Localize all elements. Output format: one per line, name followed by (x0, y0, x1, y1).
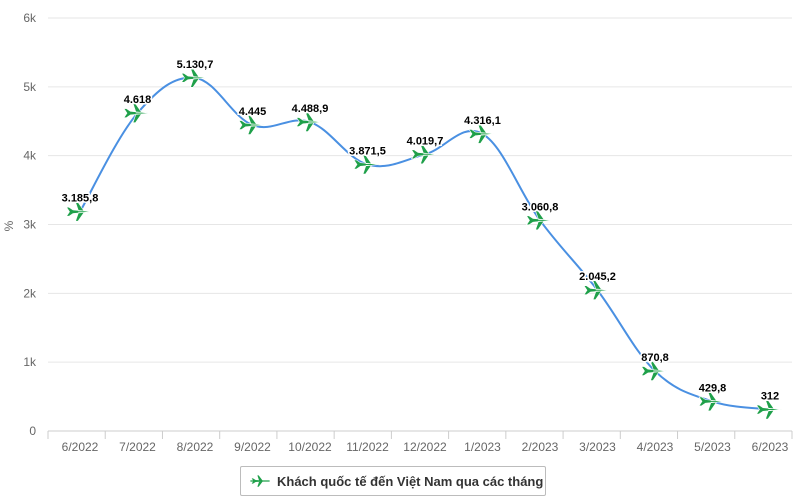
y-tick-label: 3k (23, 218, 37, 232)
x-tick-label: 6/2022 (62, 440, 99, 454)
airplane-marker[interactable] (525, 210, 553, 231)
airplane-icon (353, 154, 380, 175)
legend-label: Khách quốc tế đến Việt Nam qua các tháng (277, 473, 544, 489)
airplane-icon (410, 144, 438, 165)
data-labels-layer: 3.185,8 4.618 5.130,7 4.445 4.488,9 3.871,5 4.… (60, 57, 781, 404)
x-tick-label: 2/2023 (522, 440, 559, 454)
airplane-icon (698, 391, 725, 412)
y-tick-label: 0 (29, 424, 36, 438)
airplane-icon (525, 210, 553, 231)
airplane-icon (65, 201, 93, 222)
airplane-marker[interactable] (65, 201, 93, 222)
x-tick-label: 1/2023 (464, 440, 501, 454)
airplane-marker[interactable] (238, 115, 265, 135)
data-label: 5.130,7 (177, 59, 214, 71)
data-label: 2.045,2 (579, 271, 616, 283)
data-label: 4.488,9 (292, 103, 329, 115)
airplane-icon (583, 280, 610, 301)
airplane-icon (640, 361, 668, 381)
airplane-marker[interactable] (180, 68, 208, 88)
airplane-icon (755, 399, 783, 420)
y-axis-title: % (2, 220, 16, 231)
data-label: 4.316,1 (464, 115, 501, 127)
legend-airplane-icon (250, 475, 270, 487)
x-tick-label: 6/2023 (752, 440, 789, 454)
y-tick-label: 6k (23, 11, 37, 25)
x-tick-label: 4/2023 (637, 440, 674, 454)
grid-lines (48, 17, 792, 432)
y-axis: 0 1k 2k 3k 4k 5k 6k (23, 11, 37, 438)
x-axis: 6/2022 7/2022 8/2022 9/2022 10/2022 11/2022 12… (47, 430, 793, 454)
airplane-marker[interactable] (583, 280, 610, 301)
data-label: 870,8 (641, 352, 669, 364)
airplane-icon (295, 112, 323, 132)
airplane-marker[interactable] (468, 124, 495, 144)
airplane-marker[interactable] (353, 154, 380, 175)
x-tick-label: 7/2022 (119, 440, 156, 454)
data-label: 312 (761, 391, 779, 403)
data-label: 3.185,8 (62, 193, 99, 205)
y-tick-label: 5k (23, 80, 37, 94)
x-tick-label: 8/2022 (177, 440, 214, 454)
x-tick-label: 5/2023 (694, 440, 731, 454)
x-tick-label: 9/2022 (234, 440, 271, 454)
airplane-icon (123, 103, 150, 123)
airplane-marker[interactable] (295, 112, 323, 132)
airplane-icon (468, 124, 495, 144)
y-tick-label: 4k (23, 149, 37, 163)
x-tick-label: 11/2022 (346, 440, 389, 454)
x-tick-label: 12/2022 (403, 440, 447, 454)
legend[interactable]: Khách quốc tế đến Việt Nam qua các tháng (240, 466, 546, 496)
airplane-marker[interactable] (410, 144, 438, 165)
airplane-marker[interactable] (123, 103, 150, 123)
data-label: 4.019,7 (407, 135, 444, 147)
data-label: 429,8 (699, 382, 727, 394)
airplane-marker[interactable] (698, 391, 725, 412)
airplane-icon (238, 115, 265, 135)
data-label: 4.618 (124, 94, 152, 106)
y-tick-label: 2k (23, 286, 37, 300)
y-tick-label: 1k (23, 355, 37, 369)
airplane-icon (180, 68, 208, 88)
data-label: 4.445 (239, 106, 267, 118)
airplane-marker[interactable] (640, 361, 668, 381)
x-tick-label: 10/2022 (288, 440, 332, 454)
data-label: 3.871,5 (349, 146, 386, 158)
data-label: 3.060,8 (522, 201, 559, 213)
markers-layer (65, 68, 783, 420)
airplane-marker[interactable] (755, 399, 783, 420)
x-tick-label: 3/2023 (579, 440, 616, 454)
